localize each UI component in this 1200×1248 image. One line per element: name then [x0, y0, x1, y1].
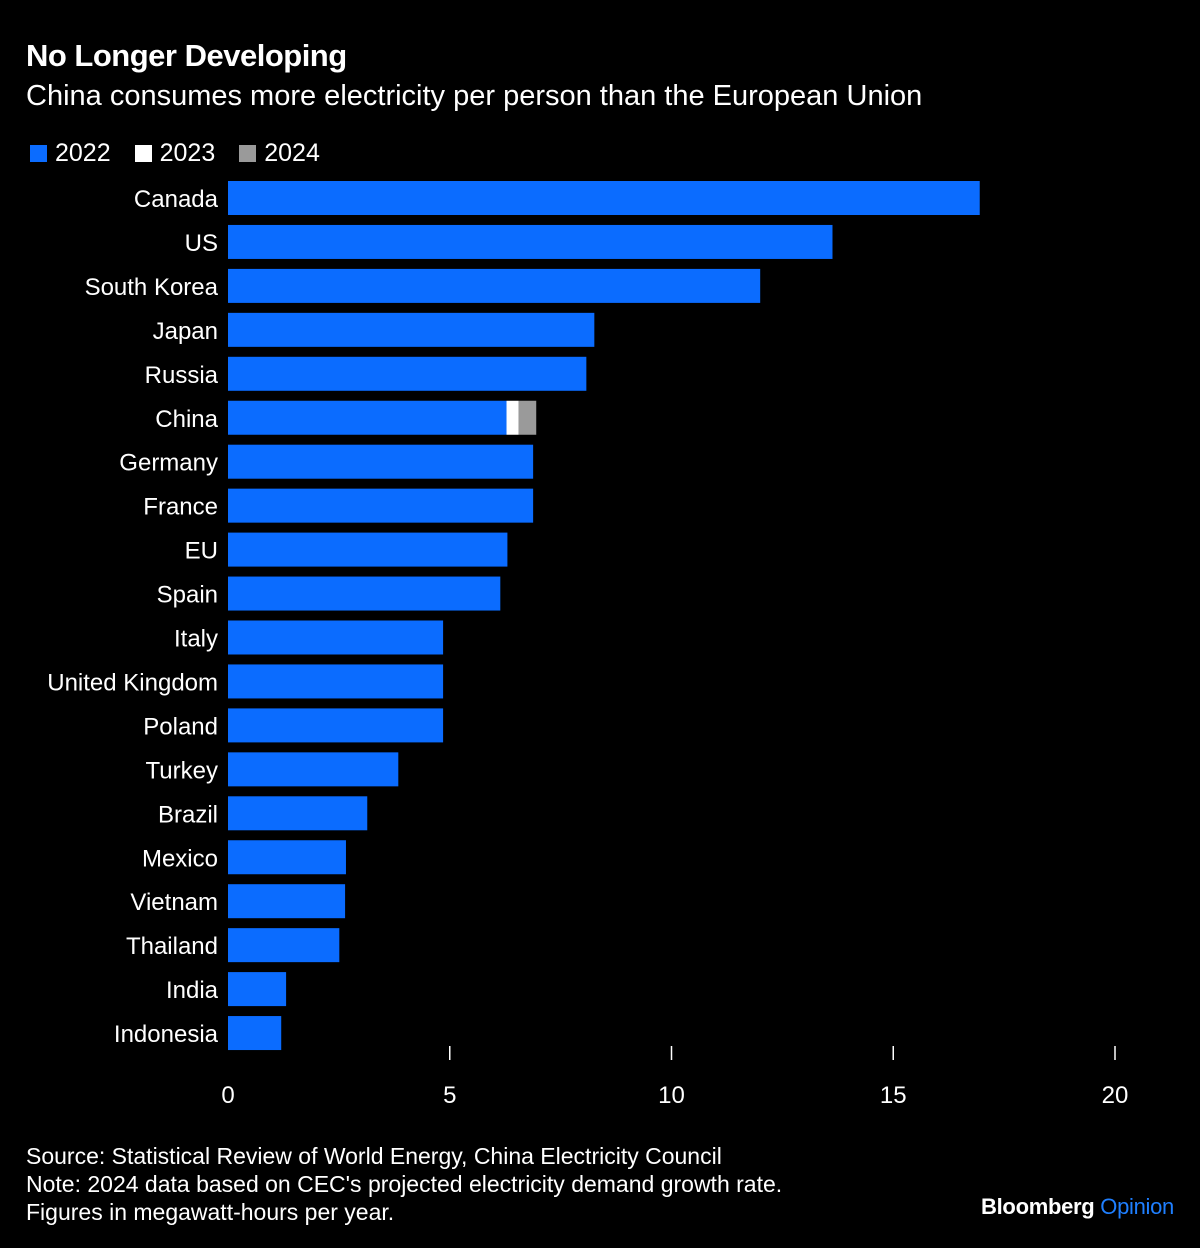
bar-2022	[228, 268, 761, 303]
category-label: EU	[185, 538, 218, 565]
category-label: Germany	[119, 450, 218, 477]
bar-2022	[228, 444, 534, 479]
category-label: Canada	[134, 186, 219, 213]
category-label: Spain	[157, 582, 218, 609]
x-tick-label: 20	[1102, 1082, 1129, 1109]
x-tick-label: 10	[658, 1082, 685, 1109]
category-label: China	[155, 406, 218, 433]
bar-2022	[228, 752, 399, 787]
brand-logo: Bloomberg Opinion	[981, 1194, 1174, 1220]
category-label: Russia	[145, 362, 219, 389]
category-label: US	[185, 230, 218, 257]
bar-2024	[518, 400, 537, 435]
category-label: Thailand	[126, 933, 218, 960]
bar-2022	[228, 620, 444, 655]
bar-2022	[228, 796, 368, 831]
bar-2022	[228, 928, 340, 963]
bar-2022	[228, 1016, 282, 1051]
category-label: South Korea	[85, 274, 219, 301]
bar-2022	[228, 356, 587, 391]
bar-2022	[228, 884, 346, 919]
category-label: Vietnam	[130, 889, 218, 916]
x-tick-label: 5	[443, 1082, 456, 1109]
category-label: Poland	[143, 713, 218, 740]
legend-item-2023: 2023	[134, 139, 216, 168]
legend: 2022 2023 2024	[30, 139, 320, 168]
chart-title: No Longer Developing	[26, 38, 347, 73]
legend-label: 2024	[264, 139, 320, 167]
bar-2022	[228, 840, 346, 875]
bar-2022	[228, 664, 444, 699]
category-label: Japan	[153, 318, 218, 345]
legend-label: 2022	[55, 139, 111, 167]
legend-item-2022: 2022	[30, 139, 111, 168]
category-label: Turkey	[146, 757, 218, 784]
bar-2022	[228, 972, 287, 1007]
legend-swatch	[30, 145, 47, 162]
category-label: United Kingdom	[47, 669, 218, 696]
units-note: Figures in megawatt-hours per year.	[26, 1199, 395, 1225]
bar-2022	[228, 708, 444, 743]
category-label: France	[143, 494, 218, 521]
bar-2022	[228, 312, 595, 347]
bar-2022	[228, 532, 508, 567]
brand-section: Opinion	[1100, 1194, 1174, 1219]
category-label: Indonesia	[114, 1021, 219, 1048]
footer: Source: Statistical Review of World Ener…	[26, 1142, 782, 1226]
legend-swatch	[134, 145, 152, 162]
category-label: Italy	[174, 626, 218, 653]
x-tick-label: 15	[880, 1082, 907, 1109]
bar-2023	[506, 400, 519, 435]
bar-2022	[228, 224, 833, 259]
x-tick-label: 0	[221, 1082, 234, 1109]
category-label: India	[166, 977, 219, 1004]
legend-label: 2023	[159, 139, 216, 167]
chart-subtitle: China consumes more electricity per pers…	[26, 80, 923, 112]
category-label: Mexico	[142, 845, 218, 872]
source-note: Source: Statistical Review of World Ener…	[26, 1143, 722, 1169]
legend-item-2024: 2024	[239, 139, 320, 168]
bar-2022	[228, 181, 980, 215]
category-label: Brazil	[158, 801, 218, 828]
brand-name: Bloomberg	[981, 1194, 1095, 1219]
data-note: Note: 2024 data based on CEC's projected…	[26, 1171, 783, 1197]
legend-swatch	[239, 145, 257, 162]
bar-2022	[228, 400, 507, 435]
bar-2022	[228, 576, 501, 611]
bar-2022	[228, 488, 534, 523]
